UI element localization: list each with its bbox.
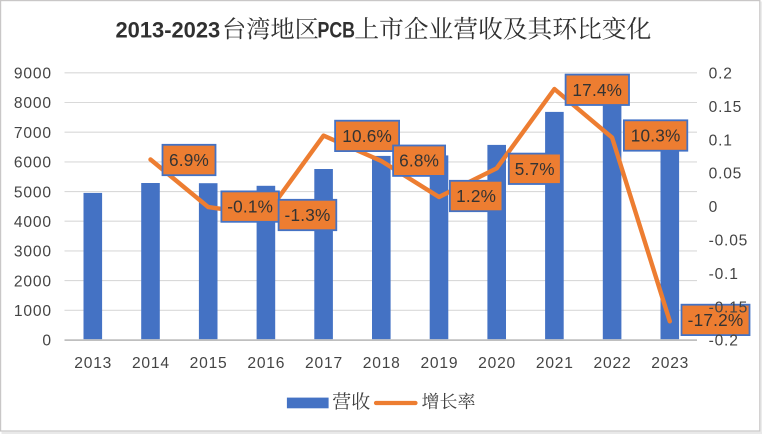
svg-text:2013: 2013 (74, 355, 112, 372)
svg-text:PCB: PCB (318, 18, 356, 43)
svg-text:2013-2023: 2013-2023 (116, 18, 221, 43)
svg-text:2017: 2017 (305, 355, 343, 372)
svg-text:2015: 2015 (190, 355, 228, 372)
svg-text:3000: 3000 (14, 244, 52, 261)
svg-text:2014: 2014 (132, 355, 170, 372)
svg-text:7000: 7000 (14, 125, 52, 142)
svg-text:5.7%: 5.7% (515, 159, 555, 179)
svg-text:10.3%: 10.3% (631, 126, 681, 146)
svg-text:1.2%: 1.2% (456, 186, 496, 206)
svg-text:-0.2: -0.2 (709, 333, 739, 350)
svg-text:0.2: 0.2 (709, 66, 733, 83)
svg-text:0.15: 0.15 (709, 99, 743, 116)
svg-text:2016: 2016 (247, 355, 285, 372)
svg-text:8000: 8000 (14, 95, 52, 112)
svg-text:2020: 2020 (478, 355, 516, 372)
svg-text:-0.1: -0.1 (709, 266, 739, 283)
svg-text:0: 0 (42, 333, 51, 350)
svg-text:9000: 9000 (14, 66, 52, 83)
svg-text:0: 0 (709, 199, 718, 216)
svg-text:2023: 2023 (651, 355, 689, 372)
svg-text:6000: 6000 (14, 155, 52, 172)
svg-text:5000: 5000 (14, 184, 52, 201)
svg-text:6.8%: 6.8% (399, 151, 439, 171)
svg-text:2021: 2021 (536, 355, 574, 372)
svg-text:4000: 4000 (14, 214, 52, 231)
svg-text:2022: 2022 (594, 355, 632, 372)
svg-text:2000: 2000 (14, 273, 52, 290)
svg-text:6.9%: 6.9% (169, 150, 209, 170)
svg-text:0.05: 0.05 (709, 166, 743, 183)
svg-text:0.1: 0.1 (709, 132, 733, 149)
svg-text:-0.15: -0.15 (709, 299, 749, 316)
svg-text:1000: 1000 (14, 303, 52, 320)
svg-text:2019: 2019 (420, 355, 458, 372)
svg-text:2018: 2018 (363, 355, 401, 372)
svg-text:-1.3%: -1.3% (285, 205, 331, 225)
svg-text:-0.1%: -0.1% (227, 197, 273, 217)
svg-text:-0.05: -0.05 (709, 233, 749, 250)
svg-text:17.4%: 17.4% (572, 80, 622, 100)
svg-text:10.6%: 10.6% (342, 126, 392, 146)
